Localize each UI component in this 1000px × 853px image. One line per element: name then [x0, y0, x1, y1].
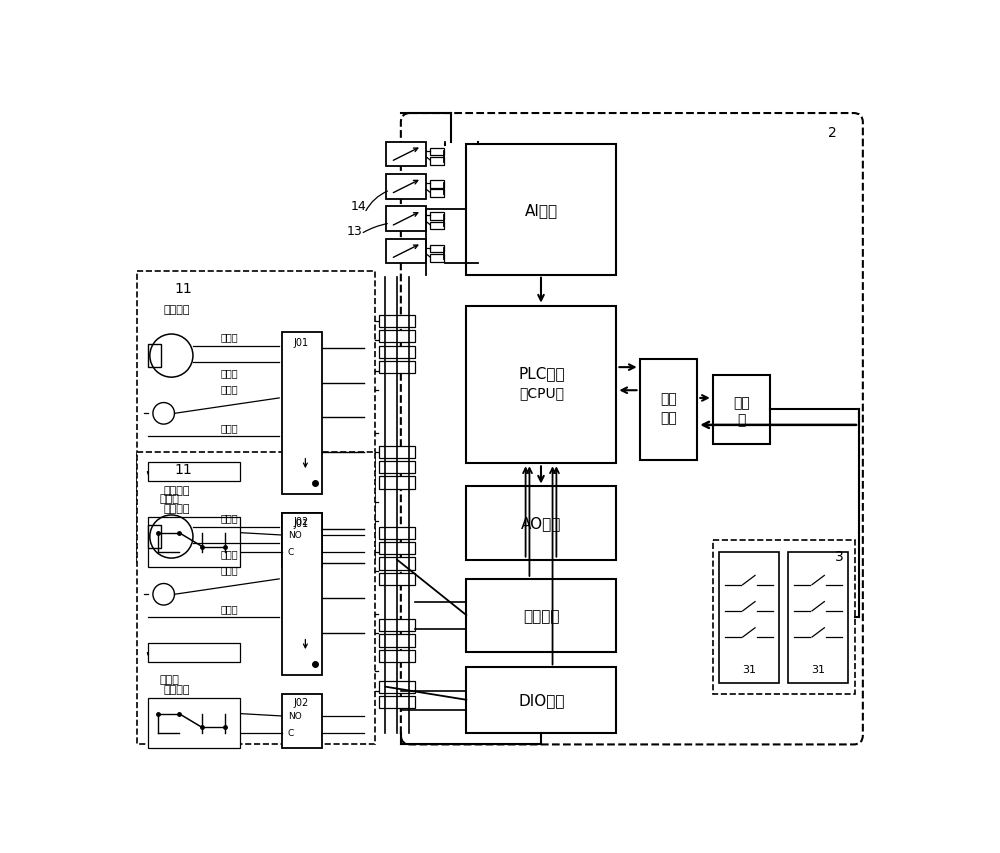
Bar	[379, 619, 415, 631]
Bar	[379, 316, 415, 328]
Text: J02: J02	[294, 697, 309, 707]
Text: 电磁阀: 电磁阀	[160, 674, 180, 684]
Bar	[430, 213, 444, 221]
Bar	[148, 525, 161, 548]
Bar	[430, 181, 444, 189]
Text: NO: NO	[288, 531, 301, 540]
Text: PLC主板: PLC主板	[518, 366, 565, 381]
Bar	[282, 514, 322, 567]
Text: 电流正: 电流正	[220, 548, 238, 558]
Bar	[379, 543, 415, 554]
Bar	[430, 148, 444, 156]
Bar	[282, 514, 322, 676]
Text: （CPU）: （CPU）	[519, 386, 564, 400]
Bar	[719, 552, 779, 683]
Bar	[713, 375, 770, 444]
Text: 显示: 显示	[733, 395, 750, 409]
Bar	[466, 145, 616, 276]
Bar	[466, 668, 616, 733]
Bar	[137, 271, 375, 564]
Text: 力矩马达: 力矩马达	[164, 485, 190, 496]
Bar	[640, 360, 697, 460]
Bar	[466, 306, 616, 464]
Bar	[379, 527, 415, 539]
Text: 11: 11	[174, 281, 192, 295]
Bar	[379, 681, 415, 693]
Bar	[386, 239, 426, 264]
Text: J01: J01	[294, 518, 309, 528]
Bar	[379, 635, 415, 647]
Text: 微动开关: 微动开关	[164, 503, 190, 514]
Text: 14: 14	[351, 200, 367, 212]
FancyBboxPatch shape	[401, 114, 863, 745]
Text: 电压负: 电压负	[220, 384, 238, 393]
Text: 电压正: 电压正	[220, 603, 238, 613]
Text: 电磁阀: 电磁阀	[160, 493, 180, 503]
Bar	[386, 142, 426, 167]
Text: AO模块: AO模块	[521, 516, 562, 531]
Bar	[430, 223, 444, 230]
Text: C: C	[288, 548, 294, 557]
Text: 电流负: 电流负	[220, 513, 238, 523]
Text: 电压正: 电压正	[220, 423, 238, 432]
Bar	[379, 362, 415, 374]
Text: J01: J01	[294, 337, 309, 347]
Text: 31: 31	[811, 664, 825, 674]
Text: AI模块: AI模块	[525, 202, 558, 218]
Text: 电流负: 电流负	[220, 332, 238, 342]
Bar	[386, 207, 426, 231]
Text: 电压负: 电压负	[220, 564, 238, 574]
Bar	[430, 190, 444, 198]
Bar	[466, 487, 616, 560]
Text: 通讯: 通讯	[660, 392, 677, 405]
Bar	[379, 446, 415, 458]
Text: 电流正: 电流正	[220, 368, 238, 377]
Text: 屏: 屏	[737, 412, 746, 426]
Bar	[379, 558, 415, 570]
Text: NO: NO	[288, 711, 301, 721]
Text: 13: 13	[347, 225, 363, 238]
Text: 模块: 模块	[660, 410, 677, 425]
Bar	[148, 462, 240, 482]
Text: 11: 11	[174, 462, 192, 476]
Text: 微动开关: 微动开关	[164, 684, 190, 694]
Bar	[430, 246, 444, 253]
Bar	[466, 579, 616, 653]
Bar	[148, 345, 161, 368]
Bar	[148, 518, 240, 567]
Bar	[282, 333, 322, 495]
Bar	[430, 158, 444, 165]
Text: C: C	[288, 728, 294, 738]
Text: 31: 31	[742, 664, 756, 674]
Bar	[379, 696, 415, 708]
Bar	[379, 573, 415, 585]
Text: 3: 3	[835, 549, 844, 563]
Bar	[379, 650, 415, 662]
Bar	[386, 175, 426, 200]
Bar	[137, 452, 375, 745]
Text: 输出模块: 输出模块	[523, 608, 560, 624]
Bar	[788, 552, 848, 683]
Bar	[379, 461, 415, 473]
Bar	[379, 346, 415, 358]
Bar	[148, 643, 240, 662]
Bar	[379, 477, 415, 490]
Bar	[148, 699, 240, 748]
Bar	[713, 541, 855, 694]
Text: DIO模块: DIO模块	[518, 693, 565, 708]
Text: J02: J02	[294, 517, 309, 526]
Bar	[430, 255, 444, 263]
Text: 2: 2	[828, 126, 836, 140]
Text: 力矩马达: 力矩马达	[164, 305, 190, 315]
Bar	[282, 694, 322, 748]
Bar	[379, 331, 415, 343]
